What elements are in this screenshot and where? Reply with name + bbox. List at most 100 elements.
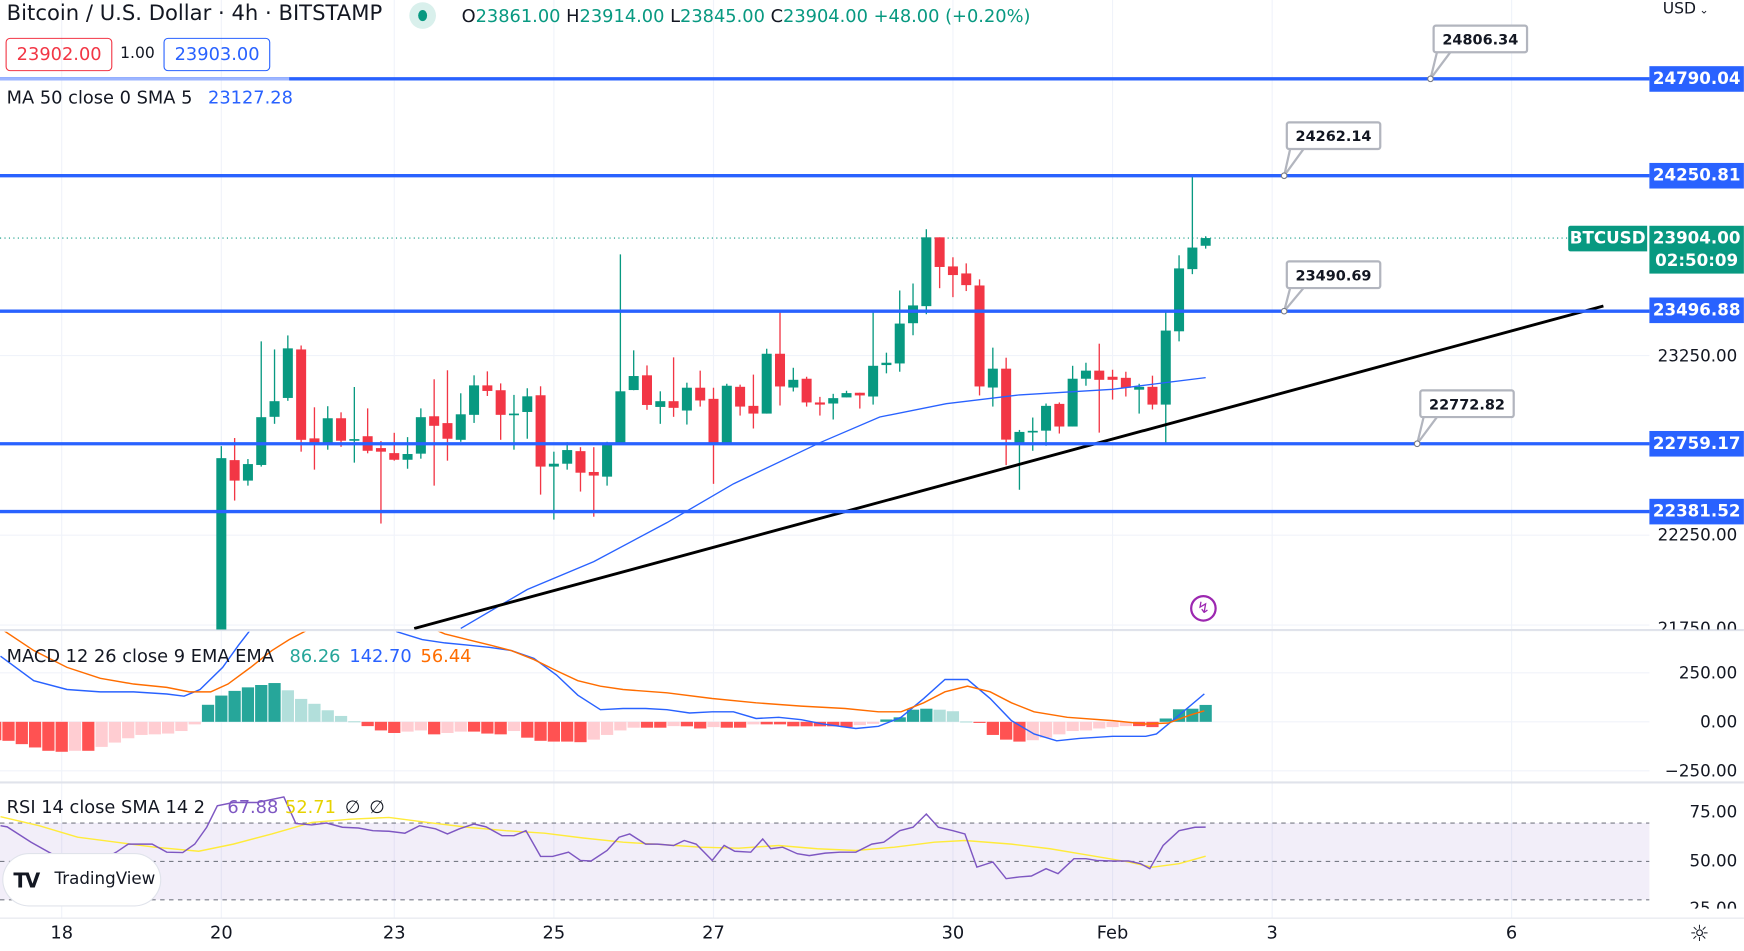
candle[interactable] [402,437,413,469]
candle[interactable] [1067,365,1078,427]
level-price-label[interactable]: 24250.81 [1649,162,1744,189]
candle[interactable] [1080,362,1091,386]
candle[interactable] [548,451,559,520]
level-price-label[interactable]: 22759.17 [1649,430,1744,457]
price-callout[interactable]: 24806.34 [1432,24,1529,54]
macd-legend[interactable]: MACD 12 26 close 9 EMA EMA 86.26 142.70 56.… [7,645,472,666]
candle[interactable] [455,393,466,442]
price-callout[interactable]: 22772.82 [1419,389,1515,419]
candle[interactable] [828,393,839,420]
candle[interactable] [575,447,586,492]
candle[interactable] [216,446,227,679]
callout-anchor-point[interactable] [1427,75,1434,83]
tradingview-logo[interactable]: TV TradingView [3,854,161,906]
candle[interactable] [668,357,679,417]
candle[interactable] [801,376,812,407]
candle[interactable] [881,352,892,374]
candle[interactable] [721,383,732,444]
rsi-sma-line[interactable] [0,815,1206,868]
candle[interactable] [535,386,546,495]
candle[interactable] [921,229,932,315]
candle[interactable] [482,371,493,396]
level-price-label[interactable]: 24790.04 [1649,66,1744,92]
candle[interactable] [1187,174,1198,275]
candle[interactable] [309,407,320,470]
price-pane[interactable] [0,174,1604,679]
candle[interactable] [735,384,746,416]
candle[interactable] [1001,357,1012,466]
candle[interactable] [788,367,799,392]
candle[interactable] [695,370,706,407]
candle[interactable] [748,374,759,429]
candle[interactable] [495,383,506,440]
candle[interactable] [974,279,985,396]
candle[interactable] [961,263,972,292]
candle[interactable] [841,390,852,398]
candle[interactable] [362,408,373,454]
candle[interactable] [775,312,786,406]
level-price-label[interactable]: 23496.88 [1649,297,1744,324]
candle[interactable] [282,335,293,401]
candle[interactable] [508,394,519,450]
candle[interactable] [814,396,825,416]
macd-signal-line[interactable] [1,600,1205,725]
rsi-legend[interactable]: RSI 14 close SMA 14 2 67.88 52.71 ∅ ∅ [7,796,385,817]
ma-legend[interactable]: MA 50 close 0 SMA 5 23127.28 [7,87,293,108]
candle[interactable] [681,382,692,425]
candle[interactable] [562,442,573,470]
lightning-icon[interactable]: ↯ [1190,595,1217,622]
candle[interactable] [415,408,426,459]
symbol-title[interactable]: Bitcoin / U.S. Dollar · 4h · BITSTAMP [6,1,383,26]
candle[interactable] [987,347,998,407]
candle[interactable] [375,441,386,524]
candle[interactable] [641,365,652,410]
candle[interactable] [242,459,253,486]
market-open-status-icon[interactable] [409,2,436,29]
candle[interactable] [1054,402,1065,434]
callout-anchor-point[interactable] [1280,172,1288,180]
candle[interactable] [442,370,453,461]
candle[interactable] [229,438,240,501]
candle[interactable] [269,349,280,424]
callout-anchor-point[interactable] [1413,440,1421,448]
candle[interactable] [708,387,719,484]
candle[interactable] [1107,369,1118,400]
rsi-line[interactable] [0,796,1206,880]
candle[interactable] [389,432,400,461]
candle[interactable] [1147,375,1158,410]
currency-dropdown[interactable]: USD ⌄ [1663,0,1709,18]
level-price-label[interactable]: 22381.52 [1649,498,1744,525]
horizontal-levels[interactable] [0,51,1650,514]
candle[interactable] [522,388,533,439]
candle[interactable] [1160,312,1171,443]
candle[interactable] [588,447,599,517]
candle[interactable] [1094,343,1105,433]
candle[interactable] [256,341,267,467]
candle[interactable] [336,412,347,447]
candle[interactable] [934,237,945,289]
candle[interactable] [1014,429,1025,490]
candle[interactable] [296,345,307,452]
candle[interactable] [868,312,879,405]
settings-gear-icon[interactable]: ☼ [1689,919,1710,947]
candle[interactable] [894,290,905,372]
macd-line[interactable] [0,569,1205,742]
sell-button[interactable]: 23902.00 [5,37,113,72]
candle[interactable] [1041,403,1052,446]
candle[interactable] [761,348,772,414]
candle[interactable] [1027,417,1038,451]
callout-anchor-point[interactable] [1280,307,1288,315]
candle[interactable] [1120,371,1131,397]
rsi-pane[interactable] [0,796,1650,901]
candle[interactable] [655,391,666,424]
candle[interactable] [615,254,626,444]
candle[interactable] [854,392,865,409]
price-callout[interactable]: 23490.69 [1285,260,1382,290]
candle[interactable] [1200,236,1211,249]
candle[interactable] [947,257,958,298]
candle[interactable] [628,350,639,391]
candle[interactable] [1174,255,1185,342]
buy-button[interactable]: 23903.00 [163,37,271,72]
macd-pane[interactable] [0,569,1212,752]
